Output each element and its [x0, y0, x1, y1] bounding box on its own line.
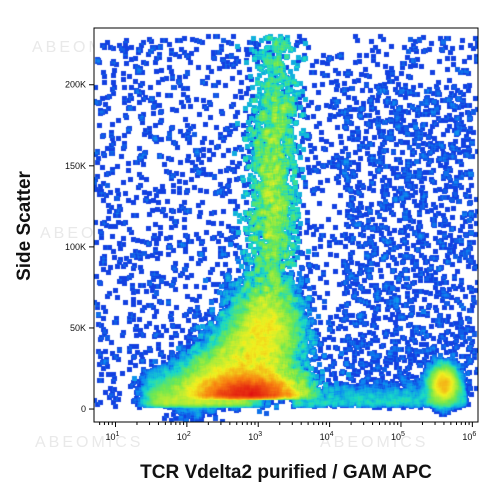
- x-tick-label: 102: [177, 431, 191, 442]
- y-tick-label: 50K: [70, 323, 86, 333]
- x-tick-label: 106: [462, 431, 476, 442]
- watermark-text: ABEOMICS: [35, 434, 143, 451]
- plot-frame: [93, 27, 479, 423]
- x-tick-label: 101: [106, 431, 120, 442]
- y-tick-label: 150K: [65, 161, 86, 171]
- y-tick-label: 100K: [65, 242, 86, 252]
- x-tick-label: 104: [320, 431, 334, 442]
- x-axis-title: TCR Vdelta2 purified / GAM APC: [140, 462, 432, 483]
- y-axis: 0 50K 100K 150K 200K: [65, 80, 94, 414]
- watermark-text: ABEOMICS: [320, 434, 428, 451]
- density-plot: [94, 28, 478, 422]
- y-axis-title: Side Scatter: [14, 170, 35, 280]
- x-tick-label: 105: [391, 431, 405, 442]
- y-tick-label: 200K: [65, 80, 86, 90]
- x-tick-label: 103: [248, 431, 262, 442]
- y-tick-label: 0: [81, 404, 86, 414]
- x-axis: 101 102 103 104 105 106: [99, 422, 476, 442]
